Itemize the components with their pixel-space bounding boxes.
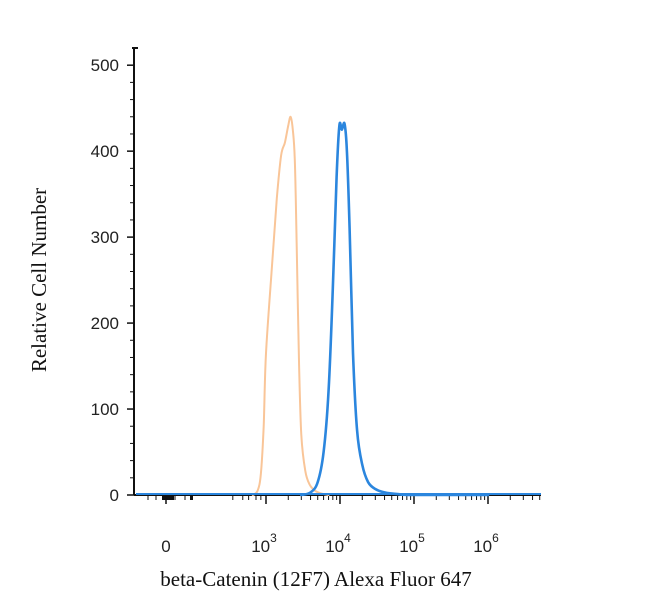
y-tick-label: 300 [91,228,119,247]
y-axis: 0 100 200 300 400 500 [91,47,138,505]
y-axis-title: Relative Cell Number [27,188,51,372]
y-tick-label: 400 [91,142,119,161]
y-tick-label: 200 [91,314,119,333]
histogram-series-1 [251,115,330,496]
x-zero-tick-cluster [162,495,174,500]
series-layer [136,115,541,497]
x-axis-title: beta-Catenin (12F7) Alexa Fluor 647 [160,567,471,591]
x-tick-label: 104 [325,531,351,556]
histogram-series-2 [300,121,490,497]
x-tick-label: 0 [161,537,170,556]
y-tick-label: 100 [91,400,119,419]
y-tick-label: 0 [110,486,119,505]
x-tick-label: 106 [473,531,499,556]
x-zero-tick-cluster [190,495,193,500]
x-axis: 0 103 104 105 106 [134,494,541,556]
x-tick-label: 103 [251,531,277,556]
x-tick-label: 105 [399,531,425,556]
y-tick-label: 500 [91,56,119,75]
